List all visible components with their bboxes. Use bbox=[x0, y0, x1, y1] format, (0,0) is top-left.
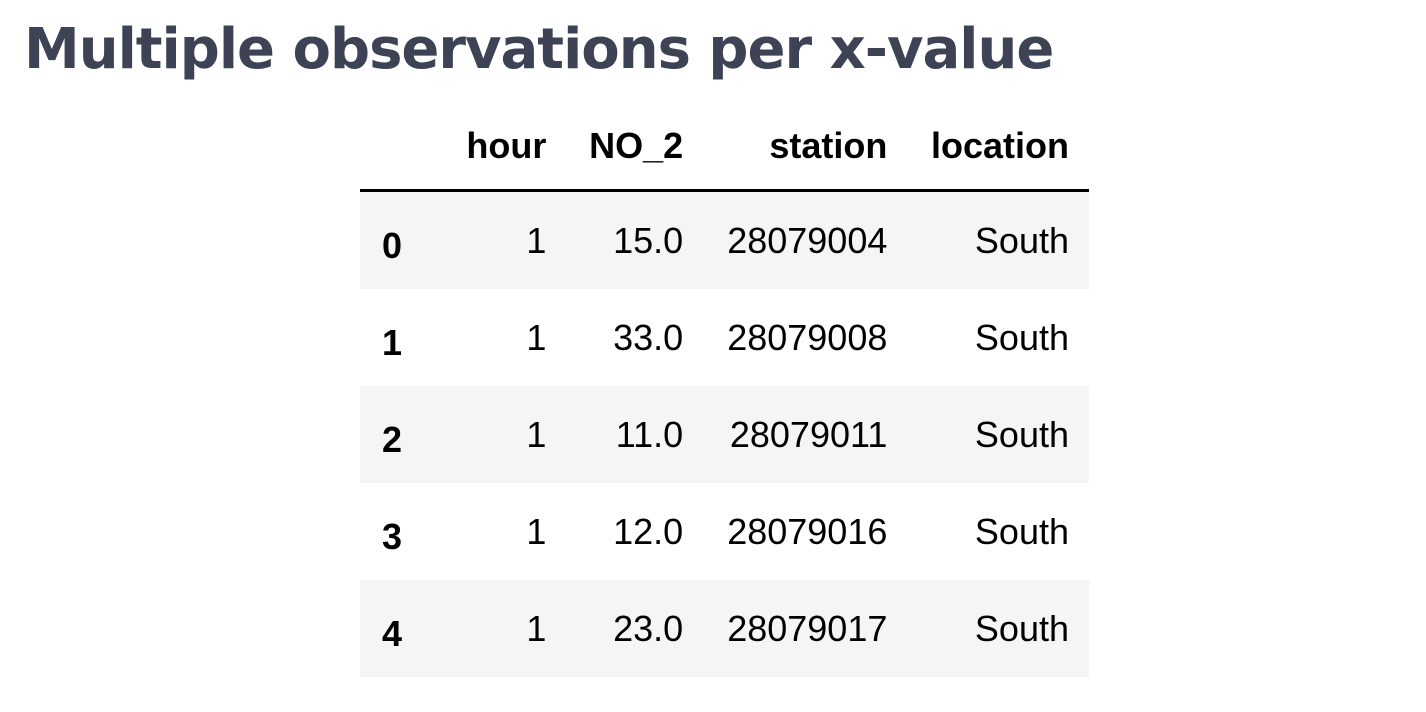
cell-location: South bbox=[974, 316, 1069, 358]
cell-no2: 15.0 bbox=[613, 219, 684, 261]
table-row: 0 1 15.0 28079004 South bbox=[360, 190, 1089, 289]
row-index: 4 bbox=[382, 612, 403, 654]
table-header: hour NO_2 station location bbox=[360, 102, 1089, 192]
table-body: 0 1 15.0 28079004 South 1 1 33.0 2807900… bbox=[360, 190, 1089, 677]
table-row: 1 1 33.0 28079008 South bbox=[360, 289, 1089, 386]
table-row: 2 1 11.0 28079011 South bbox=[360, 386, 1089, 483]
table-row: 3 1 12.0 28079016 South bbox=[360, 483, 1089, 580]
cell-location: South bbox=[974, 219, 1069, 261]
cell-no2: 11.0 bbox=[615, 413, 684, 455]
header-row: hour NO_2 station location bbox=[360, 102, 1089, 192]
cell-station: 28079017 bbox=[727, 607, 888, 649]
cell-no2: 23.0 bbox=[613, 607, 684, 649]
cell-station: 28079004 bbox=[727, 219, 888, 261]
table-row: 4 1 23.0 28079017 South bbox=[360, 580, 1089, 677]
cell-hour: 1 bbox=[526, 413, 547, 455]
cell-location: South bbox=[974, 413, 1069, 455]
cell-hour: 1 bbox=[526, 510, 547, 552]
cell-station: 28079016 bbox=[727, 510, 888, 552]
cell-no2: 33.0 bbox=[613, 316, 684, 358]
cell-hour: 1 bbox=[526, 607, 547, 649]
row-index: 1 bbox=[382, 321, 403, 363]
row-index: 0 bbox=[382, 224, 403, 266]
dataframe-table: hour NO_2 station location 0 1 15.0 2807… bbox=[360, 102, 1089, 677]
cell-hour: 1 bbox=[526, 316, 547, 358]
index-header bbox=[360, 102, 444, 192]
cell-station: 28079011 bbox=[729, 413, 888, 455]
cell-location: South bbox=[974, 607, 1069, 649]
row-index: 3 bbox=[382, 515, 403, 557]
column-header-station: station bbox=[703, 102, 908, 192]
column-header-hour: hour bbox=[444, 102, 567, 192]
column-header-no2: NO_2 bbox=[566, 102, 704, 192]
cell-no2: 12.0 bbox=[613, 510, 684, 552]
cell-location: South bbox=[974, 510, 1069, 552]
column-header-location: location bbox=[907, 102, 1089, 192]
cell-hour: 1 bbox=[526, 219, 547, 261]
row-index: 2 bbox=[382, 418, 403, 460]
cell-station: 28079008 bbox=[727, 316, 888, 358]
slide-title: Multiple observations per x-value bbox=[24, 17, 1054, 82]
